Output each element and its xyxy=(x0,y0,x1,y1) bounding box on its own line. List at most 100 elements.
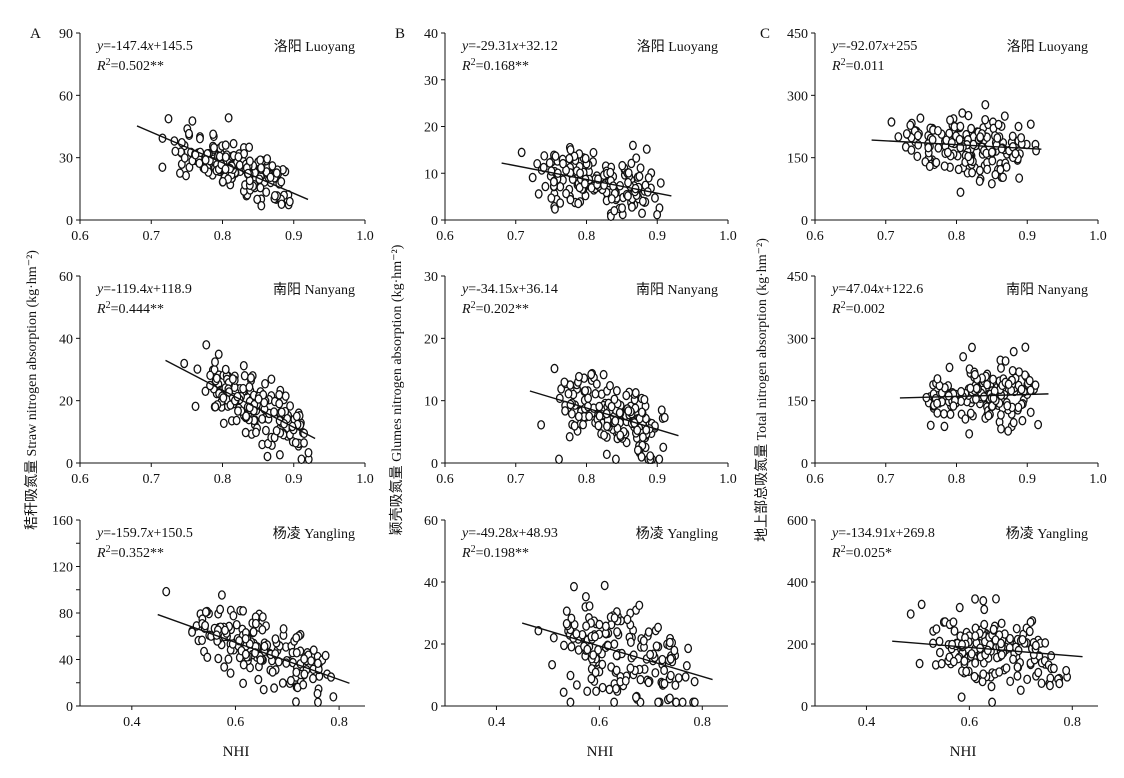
data-point xyxy=(981,114,990,125)
x-tick-label: 0.7 xyxy=(507,472,525,487)
site-label: 杨凌 Yangling xyxy=(1006,526,1088,542)
data-point xyxy=(957,692,966,702)
data-point xyxy=(234,152,243,162)
data-point xyxy=(666,670,675,681)
data-point xyxy=(997,363,1005,373)
data-point xyxy=(915,658,924,669)
data-point xyxy=(1001,356,1010,366)
data-point xyxy=(665,637,674,648)
regression-line xyxy=(871,139,1042,150)
data-point xyxy=(957,386,966,397)
data-point xyxy=(1009,417,1018,428)
data-point xyxy=(961,414,970,424)
data-point xyxy=(574,411,583,422)
data-point xyxy=(1055,678,1064,689)
data-point xyxy=(226,668,235,678)
data-point xyxy=(887,117,896,127)
data-point xyxy=(959,352,968,362)
data-point xyxy=(562,618,571,629)
r-squared: R2=0.002 xyxy=(831,300,885,317)
r-squared: R2=0.202** xyxy=(461,300,529,317)
regression-equation: y=-119.4x+118.9 xyxy=(95,282,192,297)
site-label: 洛阳 Luoyang xyxy=(274,39,355,55)
data-point xyxy=(587,369,596,380)
r-squared: R2=0.502** xyxy=(96,57,164,74)
data-point xyxy=(999,172,1007,183)
x-tick-label: 0.9 xyxy=(285,229,303,244)
data-point xyxy=(655,454,664,465)
data-point xyxy=(1034,419,1043,430)
data-point xyxy=(583,644,592,655)
data-point xyxy=(945,362,954,373)
regression-line xyxy=(899,393,1049,399)
data-point xyxy=(623,191,632,201)
data-point xyxy=(574,198,583,209)
data-point xyxy=(1025,626,1034,637)
scatter-plot-6: 0.6 0.7 0.8 0.9 1.0 0 150 300 450 y=47.04x+122.6 R… xyxy=(787,270,1107,487)
data-point xyxy=(292,648,301,658)
data-point xyxy=(995,667,1004,677)
data-point xyxy=(627,202,636,212)
data-point xyxy=(955,134,964,145)
x-tick-label: 0.9 xyxy=(1019,229,1037,244)
y-tick-label: 300 xyxy=(787,89,808,104)
regression-line xyxy=(501,162,672,197)
site-label: 南阳 Nanyang xyxy=(636,282,718,298)
data-point xyxy=(164,113,173,124)
data-point xyxy=(209,129,218,139)
data-point xyxy=(292,411,301,422)
r-squared: R2=0.198** xyxy=(461,544,529,561)
data-point xyxy=(239,383,248,394)
data-point xyxy=(292,633,301,643)
x-tick-label: 0.8 xyxy=(578,229,596,244)
data-point xyxy=(1031,380,1040,390)
r-squared: R2=0.352** xyxy=(96,544,164,561)
data-point xyxy=(556,181,565,192)
y-axis-label-straw: 秸秆吸氮量 Straw nitrogen absorption (kg·hm⁻²… xyxy=(24,250,40,530)
data-point xyxy=(270,683,279,693)
data-point xyxy=(632,153,641,163)
data-point xyxy=(278,678,287,688)
data-point xyxy=(616,430,625,440)
y-tick-label: 30 xyxy=(424,270,438,285)
data-point xyxy=(272,426,281,436)
data-point xyxy=(1062,665,1071,676)
site-label: 南阳 Nanyang xyxy=(273,282,355,298)
data-point xyxy=(1041,638,1050,648)
data-point xyxy=(212,373,221,384)
data-point xyxy=(626,637,635,647)
data-point xyxy=(917,599,926,610)
data-point xyxy=(940,421,949,432)
y-tick-label: 0 xyxy=(66,700,73,715)
x-axis-label-c: NHI xyxy=(950,744,977,760)
data-point xyxy=(528,172,537,183)
x-tick-label: 0.7 xyxy=(877,229,895,244)
y-tick-label: 150 xyxy=(787,395,808,410)
x-tick-label: 0.6 xyxy=(591,715,609,730)
data-point xyxy=(962,666,971,677)
data-point xyxy=(560,377,569,387)
data-point xyxy=(600,580,609,591)
data-point xyxy=(258,414,267,424)
data-point xyxy=(263,154,272,164)
data-point xyxy=(277,407,286,417)
data-point xyxy=(913,151,922,162)
regression-equation: y=-29.31x+32.12 xyxy=(460,39,558,54)
x-tick-label: 0.4 xyxy=(858,715,876,730)
data-point xyxy=(262,187,271,197)
regression-line xyxy=(529,390,679,437)
data-point xyxy=(241,649,250,660)
data-point xyxy=(925,161,934,172)
x-tick-label: 0.8 xyxy=(948,229,966,244)
data-point xyxy=(618,203,626,213)
data-point xyxy=(631,388,640,398)
data-point xyxy=(551,151,560,161)
y-tick-label: 120 xyxy=(52,561,73,576)
data-point xyxy=(561,406,570,416)
regression-equation: y=-34.15x+36.14 xyxy=(460,282,558,297)
data-point xyxy=(176,168,184,178)
data-point xyxy=(201,607,210,617)
data-point xyxy=(220,662,229,672)
data-point xyxy=(256,182,265,193)
data-point xyxy=(321,650,330,661)
